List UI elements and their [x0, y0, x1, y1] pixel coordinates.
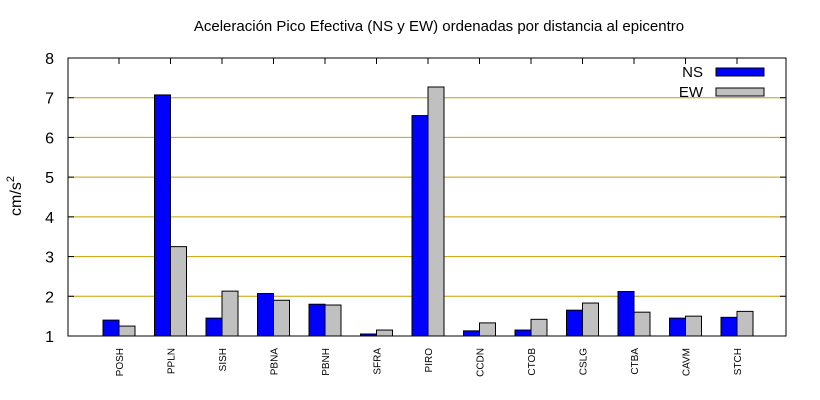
x-tick-label: PBNA: [270, 348, 281, 376]
bar-ew-stch: [736, 310, 754, 337]
x-tick-label: CTBA: [630, 348, 641, 375]
legend-swatch-ns: [715, 67, 765, 77]
bar-ns-cslg: [566, 309, 583, 337]
legend-label-ns: NS: [682, 64, 703, 81]
bar-ns-pbna: [257, 293, 274, 337]
bars: [102, 86, 754, 337]
x-tick-label: SFRA: [373, 348, 384, 375]
y-tick-label: 4: [45, 210, 54, 227]
y-tick-label: 1: [45, 329, 54, 346]
bar-ns-ctba: [617, 291, 635, 337]
bar-ew-sish: [221, 290, 239, 337]
x-tick-label: CAVM: [682, 348, 693, 376]
y-tick-label: 3: [45, 250, 54, 267]
bar-ew-pbnh: [324, 304, 342, 337]
bar-ns-ppln: [154, 94, 171, 337]
legend-label-ew: EW: [679, 84, 704, 101]
bar-ew-ccdn: [479, 322, 496, 337]
bar-ew-sfra: [376, 329, 393, 337]
legend-swatch-ew: [715, 87, 765, 97]
bar-ns-sish: [205, 317, 223, 337]
bar-ew-pbna: [273, 299, 290, 337]
x-tick-label: PIRO: [424, 348, 435, 373]
y-axis-label: cm/s2: [5, 176, 25, 216]
bar-ew-piro: [427, 86, 445, 337]
x-tick-label: CTOB: [527, 348, 538, 376]
y-tick-label: 5: [45, 170, 54, 187]
bar-ns-posh: [102, 319, 120, 337]
bar-ew-ctba: [633, 311, 651, 337]
bar-ns-piro: [411, 115, 429, 337]
bar-ew-ctob: [530, 318, 548, 337]
chart-title: Aceleración Pico Efectiva (NS y EW) orde…: [194, 18, 684, 35]
y-axis: 1 2 3 4 5 6 7 8: [45, 51, 786, 346]
y-axis-label-exponent: 2: [5, 176, 17, 182]
bar-ew-cslg: [582, 302, 599, 337]
y-axis-label-unit: cm/s: [8, 182, 25, 216]
x-tick-label: POSH: [115, 348, 126, 376]
bar-ns-cavm: [669, 317, 686, 337]
x-tick-label: PBNH: [321, 348, 332, 376]
y-tick-label: 6: [45, 130, 54, 147]
bar-ns-pbnh: [308, 303, 326, 337]
x-tick-label: STCH: [733, 348, 744, 375]
bar-ew-cavm: [685, 315, 702, 337]
bar-ns-stch: [720, 316, 738, 337]
x-tick-label: PPLN: [167, 348, 178, 374]
x-tick-label: CSLG: [579, 348, 590, 375]
x-axis: POSH PPLN SISH PBNA PBNH SFRA PIRO CCDN CTOB CSLG…: [115, 58, 744, 377]
y-tick-label: 2: [45, 289, 54, 306]
bar-ew-ppln: [170, 246, 187, 337]
legend: NS EW: [679, 64, 765, 101]
bar-ew-posh: [118, 325, 136, 337]
x-tick-label: SISH: [218, 348, 229, 371]
x-tick-label: CCDN: [476, 348, 487, 377]
bar-ns-ccdn: [463, 330, 480, 337]
y-tick-label: 8: [45, 51, 54, 68]
bar-ns-ctob: [514, 329, 532, 337]
y-tick-label: 7: [45, 91, 54, 108]
plot-frame: [67, 57, 787, 337]
